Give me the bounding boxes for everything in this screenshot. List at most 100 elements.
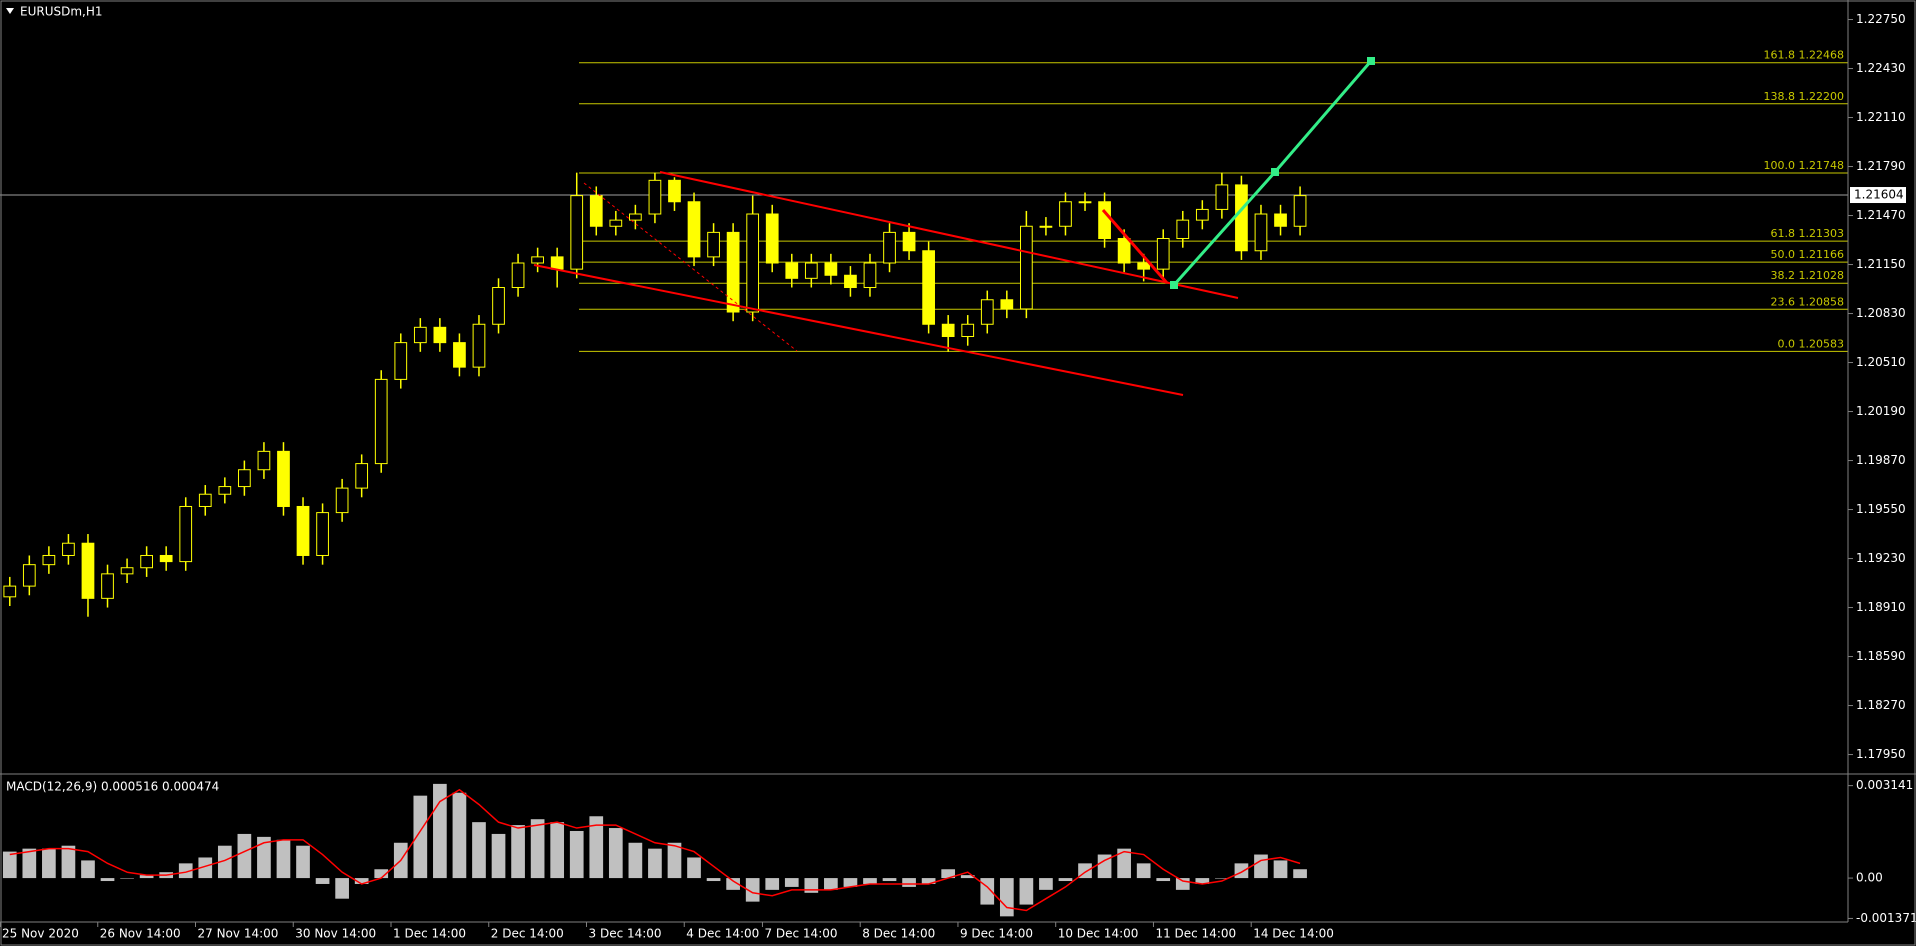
symbol-title: EURUSDm,H1 [20, 5, 103, 19]
symbol-menu-arrow[interactable] [6, 8, 14, 14]
macd-bar [217, 845, 232, 879]
x-tick-label: 9 Dec 14:00 [960, 927, 1033, 941]
candle-body [1235, 184, 1248, 252]
y-tick-label: -0.001371 [1856, 911, 1916, 925]
macd-bar [824, 878, 838, 890]
x-tick-label: 10 Dec 14:00 [1058, 927, 1139, 941]
macd-bar [198, 857, 213, 879]
fib-label: 100.0 1.21748 [1764, 159, 1844, 172]
candle-body [179, 505, 193, 563]
macd-bar [100, 878, 115, 882]
macd-bar [1215, 878, 1229, 879]
macd-bar [276, 839, 291, 879]
y-tick-label: 1.19230 [1856, 551, 1906, 565]
candle-body [550, 256, 564, 270]
candle-body [3, 585, 17, 598]
y-tick-label: 1.22750 [1856, 12, 1906, 26]
x-tick-label: 26 Nov 14:00 [100, 927, 181, 941]
candle-body [961, 323, 975, 338]
macd-bar [139, 875, 154, 879]
macd-bar [22, 848, 37, 879]
candle-body [296, 505, 310, 556]
fib-label: 38.2 1.21028 [1771, 269, 1844, 282]
candle-body [453, 342, 466, 368]
macd-bar [706, 878, 721, 882]
candle-body [765, 213, 779, 264]
marks-layer: 1.22750 1.22430 1.22110 1.21790 1.21470 1.211… [0, 12, 1916, 941]
macd-bar [745, 878, 760, 902]
candle-body [316, 512, 329, 556]
projection-handle[interactable] [1367, 57, 1375, 65]
macd-bar [843, 878, 858, 887]
candle-body [629, 213, 642, 221]
candle-body [1176, 219, 1190, 240]
candle-body [433, 326, 447, 344]
macd-bar [960, 875, 975, 879]
y-tick-label: 1.22430 [1856, 61, 1906, 75]
candle-body [863, 262, 877, 289]
macd-bar [1156, 878, 1171, 882]
macd-bar [1117, 848, 1131, 879]
macd-bar [452, 792, 467, 879]
macd-bar [178, 863, 193, 879]
y-tick-label: 1.21790 [1856, 159, 1906, 173]
macd-bar [335, 878, 349, 899]
y-tick-label: 1.19550 [1856, 502, 1906, 516]
candle-body [62, 542, 75, 556]
macd-bar [374, 869, 389, 879]
candle-body [726, 231, 740, 313]
x-tick-label: 8 Dec 14:00 [862, 927, 935, 941]
y-tick-label: 0.00 [1856, 871, 1883, 885]
macd-bar [413, 795, 428, 879]
candle-body [492, 287, 505, 325]
macd-bar [784, 878, 799, 887]
macd-bar [1136, 863, 1151, 879]
macd-bar [1234, 863, 1249, 879]
candle-body [902, 231, 916, 252]
candle-body [1098, 201, 1111, 240]
macd-bar [1097, 854, 1112, 879]
y-tick-label: 0.003141 [1856, 778, 1913, 792]
candle-body [1117, 238, 1131, 264]
projection-handle[interactable] [1170, 281, 1178, 289]
macd-bar [237, 833, 252, 879]
candle-body [531, 256, 544, 264]
candle-body [277, 450, 290, 507]
signal-line [9, 788, 1301, 912]
macd-bar [1293, 869, 1307, 879]
y-tick-label: 1.20510 [1856, 355, 1906, 369]
candle-body [22, 564, 36, 587]
current-price-label: 1.21604 [1854, 188, 1904, 202]
y-tick-label: 1.17950 [1856, 747, 1906, 761]
channel-lower[interactable] [533, 264, 1184, 396]
y-tick-label: 1.18910 [1856, 600, 1906, 614]
channel-upper[interactable] [659, 171, 1239, 299]
fib-label: 138.8 1.22200 [1764, 90, 1844, 103]
macd-bar [315, 878, 330, 884]
candle-body [394, 342, 408, 380]
candle-body [589, 195, 603, 227]
macd-bar [530, 819, 545, 879]
candle-body [746, 213, 760, 313]
candle-body [238, 469, 251, 488]
trend-line-short[interactable] [1101, 209, 1169, 284]
candle-body [159, 554, 173, 563]
x-tick-label: 27 Nov 14:00 [198, 927, 279, 941]
macd-bar [608, 828, 623, 879]
candle-body [374, 378, 388, 465]
macd-bar [1039, 878, 1053, 890]
candle-body [824, 262, 838, 276]
macd-bar [648, 848, 662, 879]
macd-bar [765, 878, 780, 890]
macd-bar [1195, 878, 1210, 884]
candle-body [844, 274, 857, 289]
projection-handle[interactable] [1271, 168, 1279, 176]
candle-body [687, 201, 701, 258]
macd-bar [1273, 860, 1288, 879]
candle-body [570, 195, 584, 270]
macd-bar [863, 878, 877, 884]
